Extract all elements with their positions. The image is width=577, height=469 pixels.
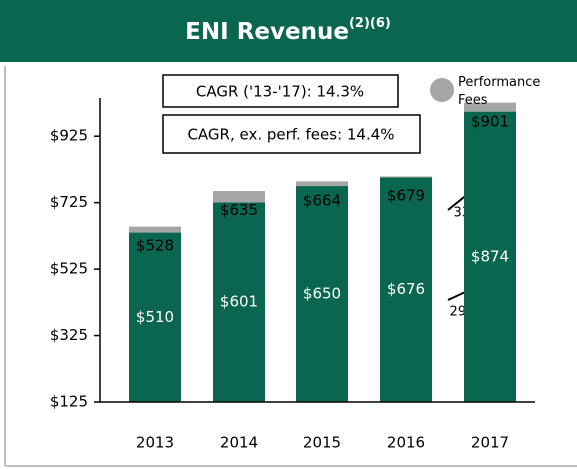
legend-swatch: [430, 78, 454, 102]
total-label: $635: [220, 201, 258, 219]
chart-title-group: ENI Revenue(2)(6): [185, 16, 391, 45]
x-tick-label: 2016: [387, 434, 425, 452]
x-tick-label: 2014: [220, 434, 258, 452]
bar-segment: [296, 186, 348, 402]
value-label: $650: [303, 285, 341, 303]
legend-box: Performance Fees: [458, 75, 541, 108]
annotation-box: [162, 114, 421, 154]
total-label: $664: [303, 191, 341, 209]
chart-title: ENI Revenue: [185, 19, 349, 45]
y-tick-label: $125: [50, 393, 88, 411]
bar-segment: [296, 181, 348, 187]
value-label: $510: [136, 308, 174, 326]
bar-segment: [464, 111, 516, 402]
bar-segment: [380, 177, 432, 402]
legend-label: Performance Fees: [458, 75, 541, 108]
value-label: $601: [220, 293, 258, 311]
header-band: [0, 0, 577, 62]
annotation-box: [162, 74, 399, 108]
x-tick-label: 2013: [136, 434, 174, 452]
total-label: $528: [136, 237, 174, 255]
title-superscript: (2)(6): [349, 16, 391, 31]
bar-segment: [129, 232, 181, 402]
y-tick-label: $725: [50, 193, 88, 211]
y-tick-label: $325: [50, 326, 88, 344]
y-tick-label: $525: [50, 260, 88, 278]
bar-segment: [464, 102, 516, 112]
total-label: $679: [387, 186, 425, 204]
value-label: $874: [471, 247, 509, 265]
x-tick-label: 2015: [303, 434, 341, 452]
bar-segment: [129, 226, 181, 233]
value-label: $676: [387, 280, 425, 298]
bar-segment: [380, 176, 432, 178]
annotation: CAGR ('13-'17): 14.3%: [196, 83, 364, 101]
bar-segment: [213, 202, 265, 402]
x-tick-label: 2017: [471, 434, 509, 452]
y-tick-label: $925: [50, 127, 88, 145]
bar-segment: [213, 191, 265, 203]
total-label: $901: [471, 113, 509, 131]
annotation: CAGR, ex. perf. fees: 14.4%: [187, 126, 394, 144]
